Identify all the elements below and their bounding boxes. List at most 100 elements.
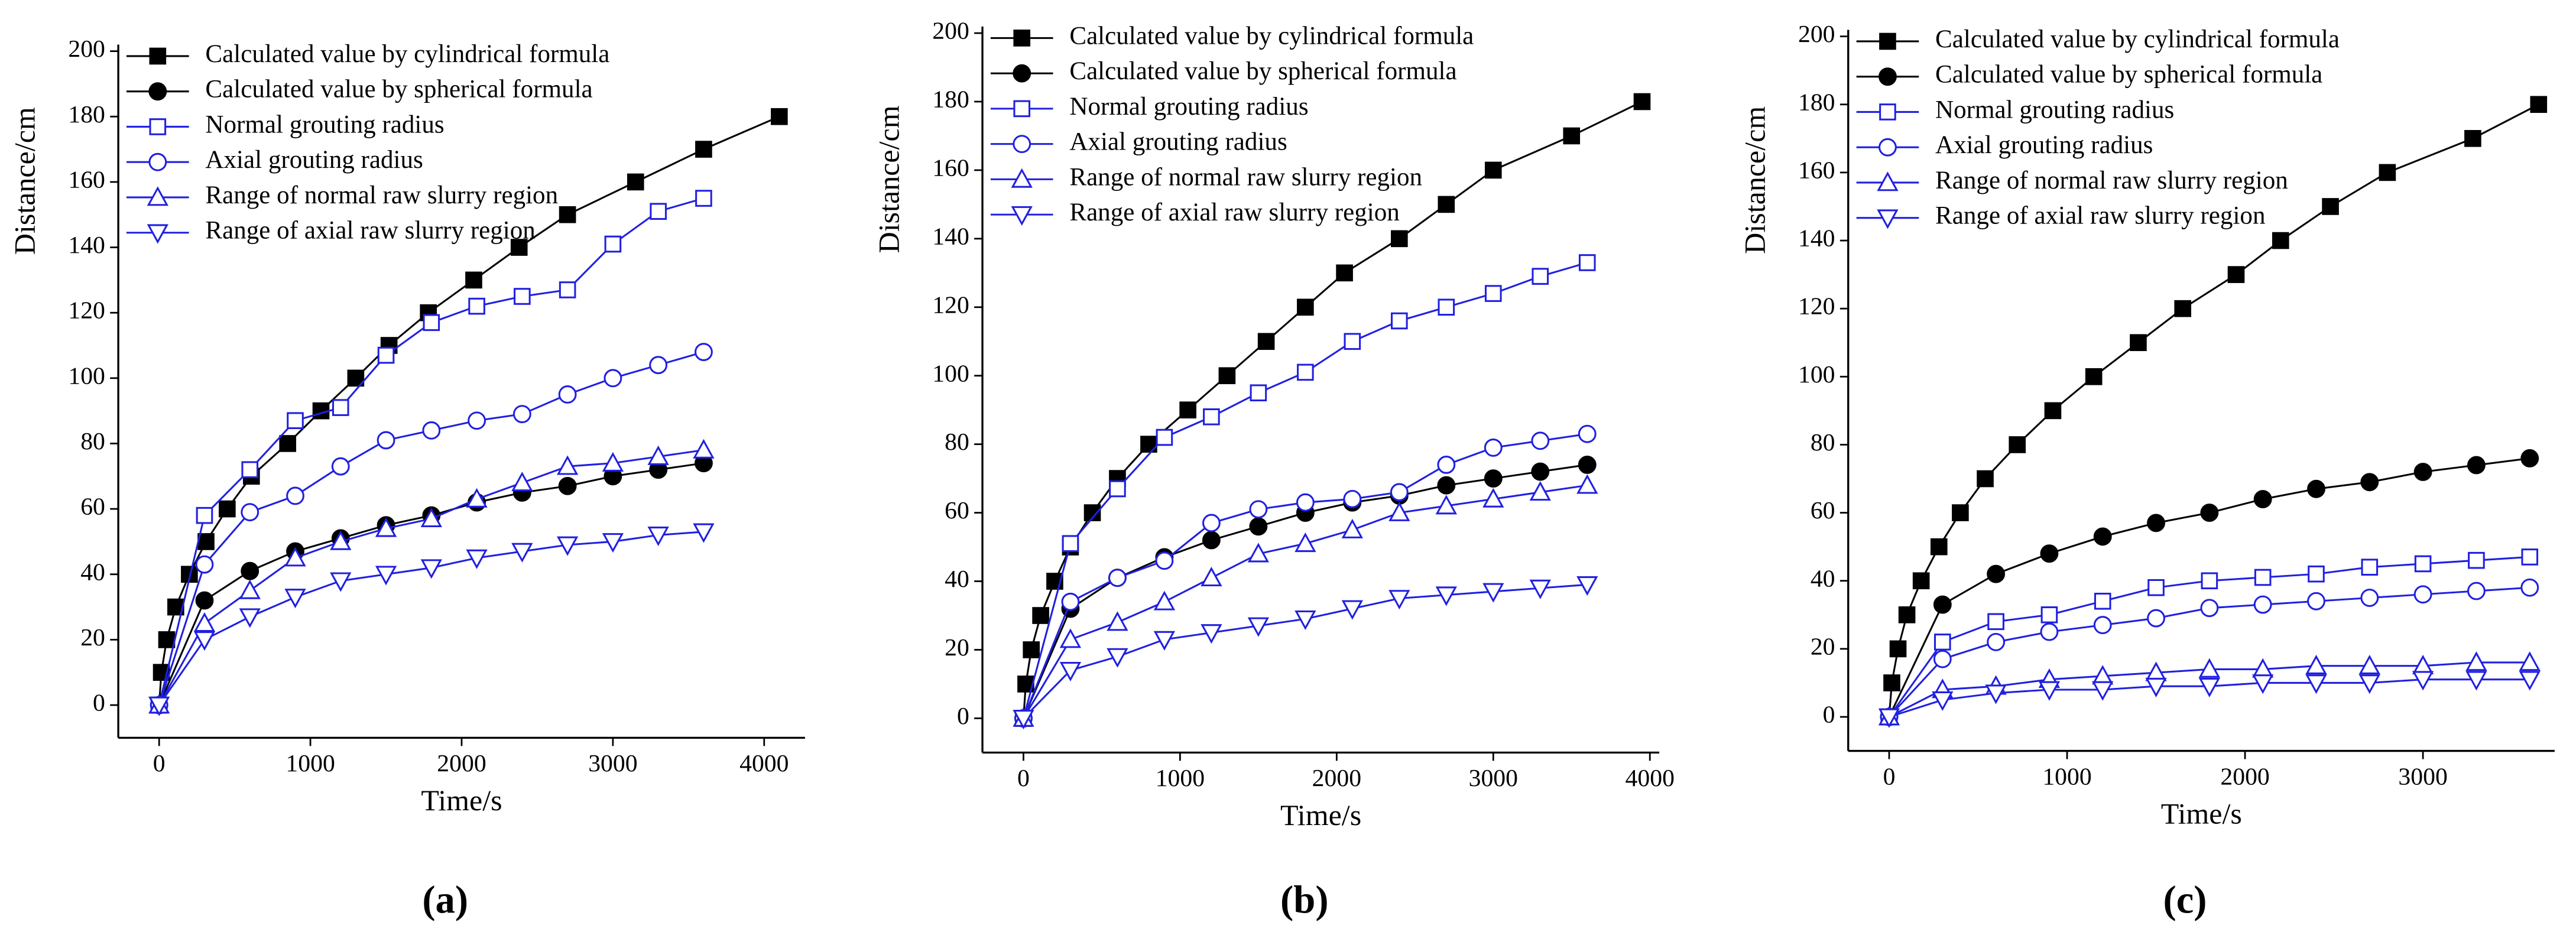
marker [649, 356, 668, 375]
x-tick-label: 1000 [2042, 763, 2091, 790]
marker [2467, 582, 2486, 600]
marker [1482, 583, 1504, 603]
marker [558, 385, 577, 404]
marker [771, 108, 788, 125]
y-tick-label: 60 [80, 493, 105, 521]
marker [1153, 631, 1176, 651]
y-tick-label: 0 [93, 690, 105, 717]
marker [2358, 674, 2380, 694]
x-tick-label: 2000 [2220, 763, 2269, 790]
marker [1933, 650, 1952, 668]
marker [1156, 428, 1173, 446]
y-tick-label: 160 [932, 154, 969, 181]
marker [1531, 431, 1550, 450]
y-axis-title: Distance/cm [1738, 106, 1771, 254]
marker [1932, 691, 1954, 711]
y-tick-label: 120 [932, 291, 969, 319]
y-tick-label: 120 [68, 297, 105, 324]
y-tick-label: 140 [68, 232, 105, 259]
marker [1578, 424, 1597, 443]
marker [2413, 585, 2432, 604]
marker [330, 530, 352, 550]
marker [1247, 617, 1270, 637]
series-line [1023, 583, 1588, 719]
marker [514, 288, 531, 305]
marker [1247, 543, 1270, 563]
marker [2093, 527, 2112, 546]
marker [2252, 674, 2274, 694]
legend-entry: Calculated value by spherical formula [126, 76, 593, 103]
legend-entry: Normal grouting radius [990, 93, 1309, 121]
legend-marker [1013, 30, 1031, 47]
marker [1578, 456, 1597, 474]
marker [1343, 489, 1362, 508]
y-tick-label: 20 [80, 624, 105, 651]
marker [284, 589, 306, 609]
marker [693, 523, 715, 543]
marker [1576, 576, 1598, 596]
marker [2038, 681, 2061, 701]
marker [420, 507, 442, 528]
marker [1249, 500, 1268, 519]
panel-label: (b) [1280, 878, 1329, 921]
y-tick-label: 200 [932, 18, 969, 45]
legend-entry: Calculated value by cylindrical formula [990, 22, 1474, 50]
marker [148, 696, 170, 716]
legend-entry: Axial grouting radius [126, 146, 423, 174]
marker [423, 314, 440, 332]
y-tick-label: 100 [932, 360, 969, 387]
y-axis-title: Distance/cm [8, 107, 41, 255]
marker [1202, 514, 1221, 532]
marker [2467, 456, 2486, 475]
marker [1013, 710, 1034, 730]
marker [465, 271, 482, 289]
marker [2322, 198, 2339, 215]
legend-entry: Normal grouting radius [1856, 96, 2174, 124]
legend-label: Axial grouting radius [1935, 131, 2153, 159]
marker [511, 472, 533, 492]
marker [1107, 611, 1128, 631]
marker [1388, 590, 1410, 610]
marker [2044, 402, 2062, 420]
legend-label: Normal grouting radius [205, 111, 444, 138]
y-tick-label: 60 [1811, 497, 1835, 524]
marker [1532, 268, 1549, 285]
marker [2147, 579, 2165, 596]
panel-label: (c) [2163, 878, 2207, 921]
marker [1179, 401, 1196, 419]
marker [1388, 501, 1410, 521]
legend-entry: Calculated value by cylindrical formula [1856, 25, 2340, 53]
marker [1341, 518, 1363, 538]
marker [1987, 564, 2006, 583]
marker [1391, 230, 1408, 248]
x-tick-label: 1000 [1156, 765, 1205, 792]
marker [2093, 616, 2112, 635]
marker [1878, 708, 1900, 728]
legend-label: Calculated value by cylindrical formula [205, 40, 609, 68]
marker [239, 579, 261, 599]
marker [1218, 367, 1236, 385]
marker [241, 561, 259, 580]
marker [1987, 632, 2006, 651]
marker [2412, 671, 2434, 691]
marker [1531, 462, 1550, 481]
marker [2521, 548, 2539, 566]
marker [1933, 634, 1951, 651]
series [1880, 578, 2539, 726]
marker [1155, 551, 1174, 570]
marker [2308, 565, 2325, 583]
marker [286, 486, 304, 505]
y-tick-label: 80 [1811, 429, 1835, 456]
legend-marker [147, 224, 168, 244]
marker [647, 527, 669, 547]
marker [197, 533, 215, 550]
legend-entry: Range of normal raw slurry region [126, 181, 558, 209]
marker [1576, 474, 1598, 494]
marker [287, 412, 304, 430]
y-tick-label: 160 [68, 166, 105, 193]
legend-entry: Range of axial raw slurry region [1856, 202, 2265, 230]
x-tick-label: 0 [153, 750, 166, 777]
x-axis-title: Time/s [421, 784, 502, 817]
marker [2147, 514, 2165, 532]
